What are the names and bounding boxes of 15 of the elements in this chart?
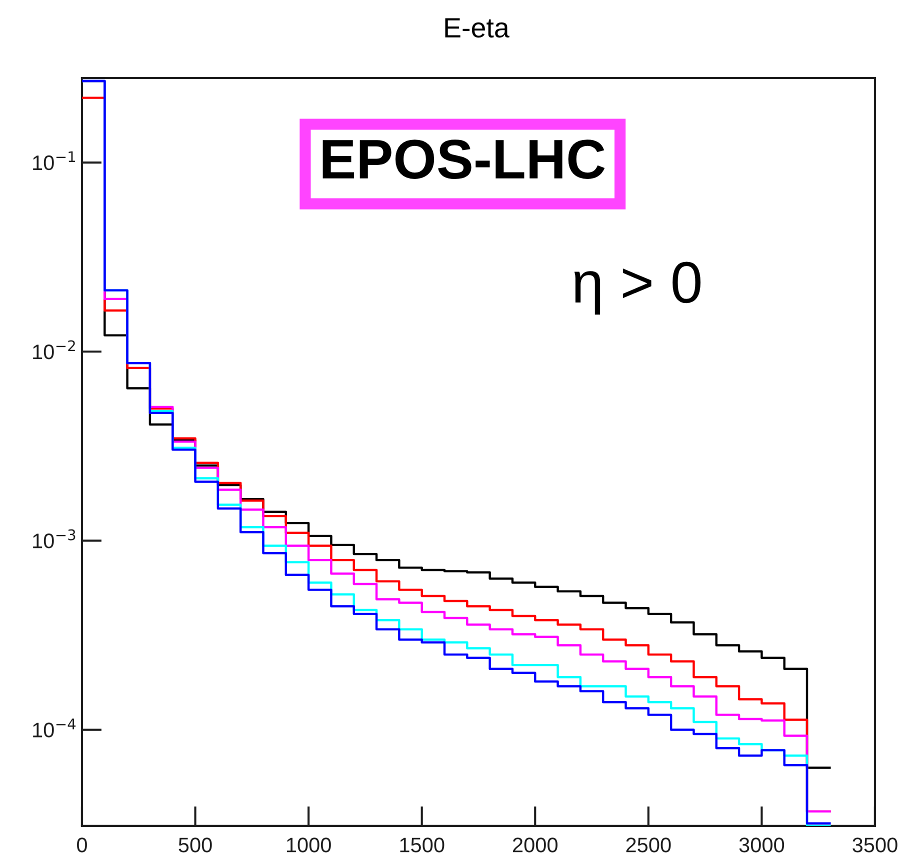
x-tick-label: 1000 [286, 838, 331, 852]
x-tick-label: 0 [77, 838, 87, 852]
x-tick-label: 1500 [400, 838, 444, 852]
x-tick-label: 3000 [739, 838, 784, 852]
y-tick-label: 10$^{−2}$ [33, 340, 75, 360]
annotation: EPOS-LHC [322, 140, 605, 179]
y-tick-label: 10$^{−4}$ [33, 718, 76, 738]
y-tick-label: 10$^{−3}$ [33, 529, 76, 548]
x-tick-label: 2500 [626, 838, 671, 852]
annotation: η > 0 [574, 262, 700, 315]
chart-title: E-eta [445, 18, 510, 38]
x-tick-label: 2000 [513, 838, 558, 852]
x-tick-label: 500 [178, 838, 212, 852]
x-tick-label: 3500 [852, 838, 898, 852]
y-tick-label: 10$^{−1}$ [33, 151, 76, 170]
